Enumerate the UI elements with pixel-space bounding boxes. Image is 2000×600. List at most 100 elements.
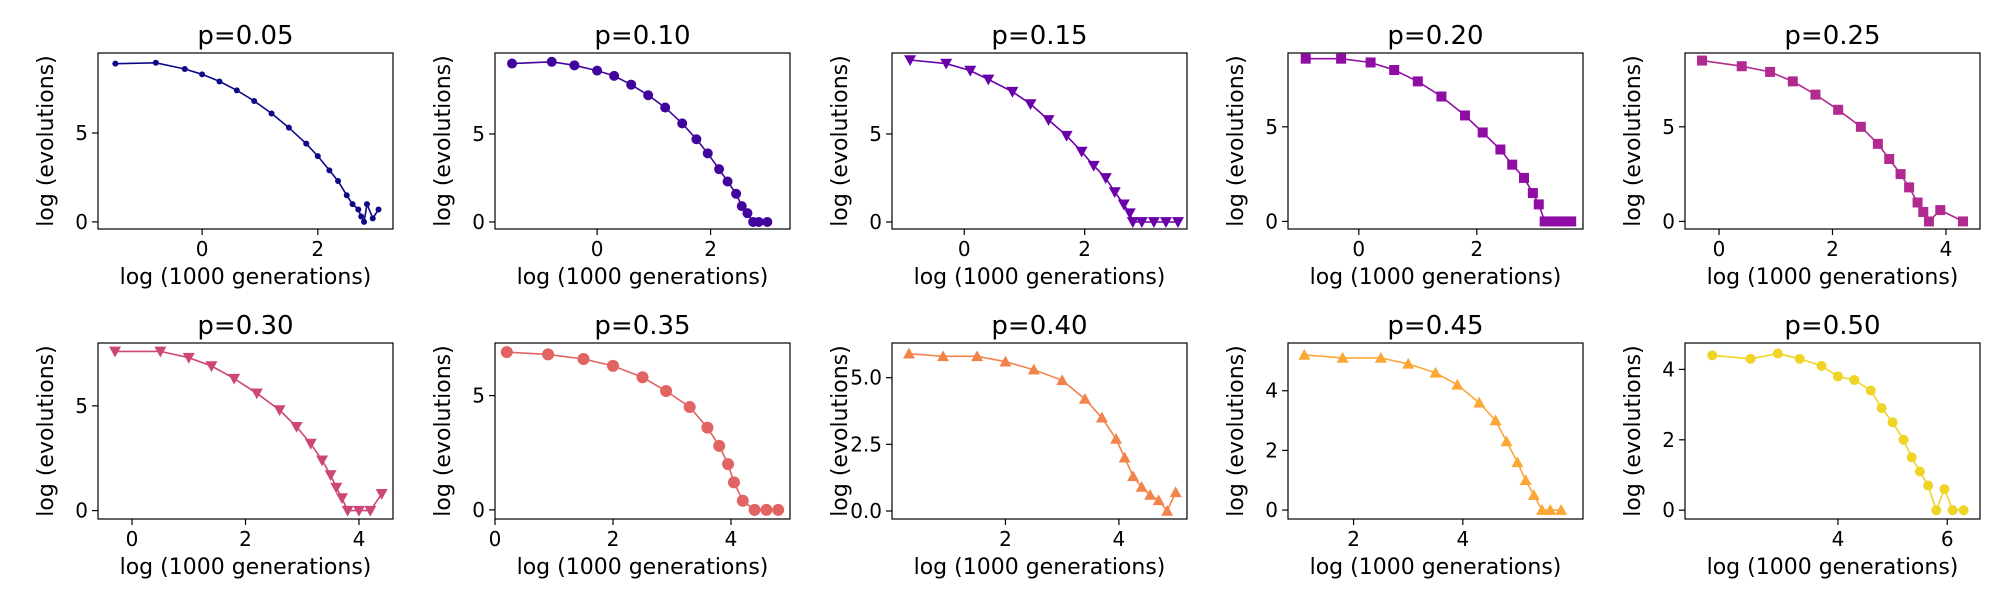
data-point [1477, 127, 1488, 138]
data-point [1855, 121, 1866, 132]
data-point [1849, 374, 1860, 385]
series-line [115, 61, 380, 225]
y-tick-label: 2 [1662, 428, 1675, 452]
data-point [1110, 433, 1123, 444]
data-point [753, 216, 764, 227]
data-point [742, 208, 753, 219]
data-point [1833, 104, 1844, 115]
data-point [1519, 474, 1532, 486]
data-point [1374, 351, 1387, 363]
y-tick-label: 5 [472, 384, 485, 408]
y-tick-label: 4 [1265, 379, 1278, 403]
data-point [683, 401, 696, 413]
axes-frame [891, 52, 1188, 230]
y-tick-label: 0 [1662, 209, 1675, 233]
subplot: p=0.35 0 2 4 0 5 log (1000 generations) log (ev… [431, 311, 791, 580]
data-point [316, 455, 329, 467]
x-tick-label: 4 [353, 527, 366, 551]
axes-frame [494, 342, 791, 520]
data-point [1123, 208, 1136, 220]
y-axis-label: log (evolutions) [1224, 345, 1249, 516]
data-point [1056, 374, 1069, 386]
y-tick-label: 5 [75, 121, 88, 145]
axes-frame [97, 342, 394, 520]
x-tick-label: 2 [1078, 237, 1091, 261]
data-point [626, 79, 637, 90]
x-tick-label: 0 [126, 527, 139, 551]
data-point [1095, 411, 1108, 423]
y-tick-label: 5 [472, 122, 485, 146]
data-point [964, 65, 977, 77]
y-axis-label: log (evolutions) [431, 345, 456, 516]
subplot-title: p=0.25 [1784, 21, 1880, 51]
data-point [714, 164, 725, 175]
data-point [1042, 115, 1055, 126]
data-point [937, 350, 950, 362]
data-point [1060, 130, 1073, 142]
data-point [1099, 173, 1112, 184]
data-point [1947, 505, 1958, 516]
data-point [1745, 353, 1756, 364]
data-point [369, 215, 376, 222]
data-point [1958, 505, 1969, 516]
data-point [731, 188, 742, 199]
data-point [1772, 348, 1783, 359]
series-line [1304, 354, 1562, 511]
x-tick-label: 2 [311, 237, 324, 261]
data-point [1108, 187, 1121, 199]
data-point [364, 505, 377, 517]
y-tick-label: 0 [472, 210, 485, 234]
data-point [643, 90, 654, 101]
data-point [1127, 470, 1140, 482]
x-tick-label: 2 [607, 527, 620, 551]
y-tick-label: 0.0 [850, 499, 882, 523]
x-tick-label: 0 [489, 527, 502, 551]
y-axis-label: log (evolutions) [828, 55, 853, 226]
data-point [507, 58, 518, 69]
data-point [609, 70, 620, 81]
axes-frame [1684, 52, 1981, 230]
data-point [324, 470, 337, 481]
data-point [1451, 378, 1464, 390]
data-point [1544, 504, 1557, 515]
y-axis-label: log (evolutions) [34, 345, 59, 516]
data-point [273, 405, 286, 417]
data-point [1533, 199, 1544, 210]
data-point [1298, 348, 1311, 360]
data-point [199, 71, 206, 78]
data-point [760, 503, 773, 516]
data-point [228, 373, 241, 385]
axes-frame [494, 52, 791, 230]
subplot: p=0.10 0 2 0 5 log (1000 generations) log (evo… [431, 21, 791, 290]
data-point [592, 65, 603, 76]
data-point [722, 176, 733, 187]
subplot: p=0.45 2 4 0 2 4 log (1000 generations) log (ev… [1224, 311, 1584, 580]
x-tick-label: 2 [1347, 527, 1360, 551]
data-point [290, 422, 303, 433]
data-point [352, 505, 365, 517]
data-point [181, 66, 188, 72]
x-tick-label: 2 [1470, 237, 1483, 261]
data-point [1904, 182, 1915, 193]
data-point [1935, 205, 1946, 216]
y-tick-label: 4 [1662, 357, 1675, 381]
data-point [182, 352, 195, 364]
subplot-title: p=0.45 [1387, 311, 1483, 341]
data-point [1906, 452, 1917, 463]
x-axis-label: log (1000 generations) [1707, 555, 1959, 580]
data-point [1794, 353, 1805, 364]
y-tick-label: 5 [869, 122, 882, 146]
data-point [250, 388, 263, 400]
data-point [636, 371, 649, 384]
data-point [691, 134, 702, 145]
data-point [251, 98, 258, 104]
x-axis-label: log (1000 generations) [120, 555, 372, 580]
data-point [701, 421, 714, 434]
data-point [1473, 396, 1486, 408]
data-point [1872, 138, 1883, 149]
series-line [908, 352, 1177, 513]
data-point [1939, 484, 1950, 495]
data-point [154, 346, 167, 358]
y-tick-label: 0 [1265, 209, 1278, 233]
